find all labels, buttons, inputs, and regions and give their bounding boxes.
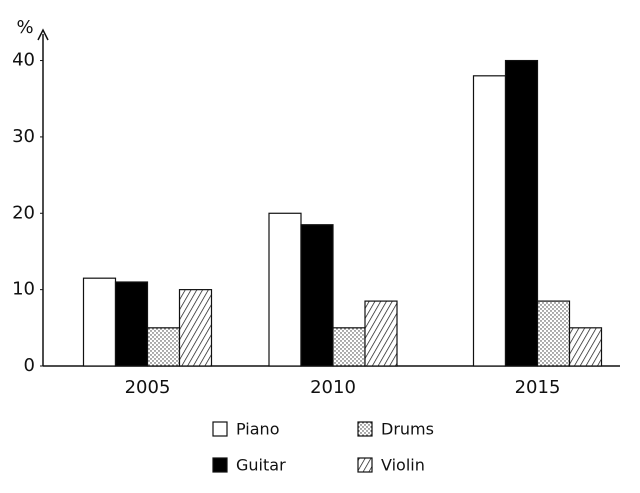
y-tick-label: 0 (24, 355, 35, 376)
x-tick-label: 2015 (515, 377, 561, 398)
bar (364, 300, 398, 367)
x-tick-label: 2005 (125, 377, 171, 398)
bar (268, 212, 302, 367)
bar (82, 277, 117, 367)
bar (568, 327, 603, 367)
legend-swatch (212, 421, 228, 437)
legend-label: Violin (381, 456, 425, 475)
x-tick-label: 2010 (310, 377, 356, 398)
axis-arrow (37, 28, 49, 41)
bar (472, 75, 507, 367)
legend-label: Guitar (236, 456, 286, 475)
legend-item: Piano (212, 420, 279, 439)
bar (146, 327, 181, 367)
legend-swatch (357, 421, 373, 437)
legend-item: Violin (357, 456, 425, 475)
legend-swatch (212, 457, 228, 473)
bar (332, 327, 366, 367)
legend-item: Drums (357, 420, 434, 439)
y-tick-label: 30 (12, 126, 35, 147)
y-axis-label: % (16, 17, 33, 38)
legend-item: Guitar (212, 456, 286, 475)
bar (504, 59, 539, 367)
bar (114, 281, 149, 367)
bar (178, 289, 213, 367)
legend-swatch (357, 457, 373, 473)
bar (536, 300, 571, 367)
y-tick-label: 40 (12, 50, 35, 71)
y-tick-label: 20 (12, 202, 35, 223)
legend-label: Drums (381, 420, 434, 439)
y-tick-label: 10 (12, 279, 35, 300)
legend-label: Piano (236, 420, 279, 439)
bar (300, 224, 334, 367)
